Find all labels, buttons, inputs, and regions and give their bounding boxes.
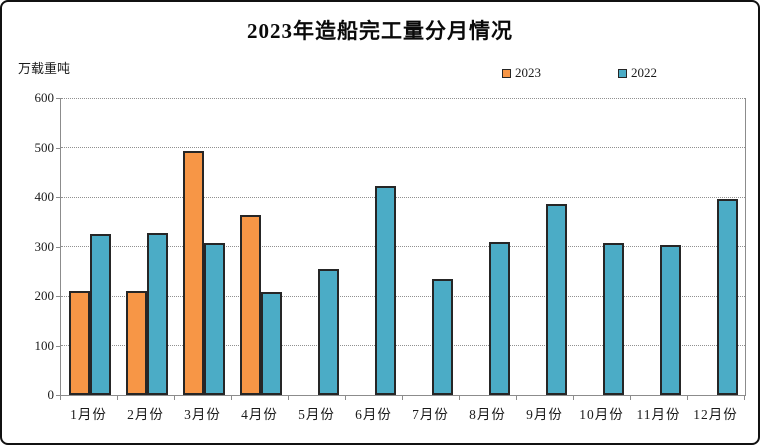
x-axis-label-7月份: 7月份 <box>412 407 449 422</box>
bar-2022-2月份 <box>146 232 168 395</box>
y-axis-unit-label: 万载重吨 <box>18 61 71 76</box>
x-axis-label-4月份: 4月份 <box>241 407 278 422</box>
y-axis-label-100: 100 <box>34 337 55 353</box>
gridline-300 <box>61 246 745 247</box>
x-axis-label-10月份: 10月份 <box>579 407 624 422</box>
legend-label-2022: 2022 <box>631 65 657 80</box>
legend-item-2023: 2023 <box>502 65 541 81</box>
legend-item-2022: 2022 <box>618 65 657 81</box>
y-axis-label-500: 500 <box>34 139 55 155</box>
x-axis-label-6月份: 6月份 <box>355 407 392 422</box>
x-axis-label-5月份: 5月份 <box>298 407 335 422</box>
legend-label-2023: 2023 <box>515 65 541 80</box>
bar-2023-3月份 <box>182 150 204 395</box>
x-axis-tick <box>516 396 517 400</box>
x-axis-label-3月份: 3月份 <box>184 407 221 422</box>
bar-2022-3月份 <box>203 242 225 395</box>
y-axis-tick <box>56 345 60 347</box>
x-axis-tick <box>288 396 289 400</box>
bar-2023-1月份 <box>68 291 90 395</box>
bar-2022-10月份 <box>602 242 624 395</box>
x-axis-label-9月份: 9月份 <box>526 407 563 422</box>
y-axis-label-600: 600 <box>34 90 55 105</box>
bar-2022-9月份 <box>545 203 567 395</box>
legend-swatch-2023 <box>502 68 511 78</box>
bar-2022-6月份 <box>374 186 396 395</box>
chart-title: 2023年造船完工量分月情况 <box>247 19 513 43</box>
y-axis-tick <box>56 395 60 396</box>
gridline-200 <box>61 295 745 297</box>
bar-2023-2月份 <box>125 291 147 395</box>
bar-2022-12月份 <box>716 198 738 395</box>
y-axis-tick <box>56 296 60 297</box>
bar-2022-8月份 <box>488 242 510 395</box>
x-axis-tick <box>402 396 403 400</box>
gridline-500 <box>61 147 745 148</box>
bar-2022-1月份 <box>89 234 111 395</box>
y-axis-label-400: 400 <box>34 189 55 204</box>
bar-2023-4月份 <box>239 215 261 395</box>
x-axis-tick <box>60 396 61 400</box>
bar-2022-5月份 <box>317 268 339 395</box>
y-axis-tick <box>56 246 60 248</box>
x-axis-tick <box>687 396 688 400</box>
bar-2022-11月份 <box>659 244 681 395</box>
y-axis-label-300: 300 <box>34 238 55 254</box>
y-axis-label-200: 200 <box>34 288 55 303</box>
x-axis-tick <box>744 396 745 400</box>
x-axis-tick <box>231 396 232 400</box>
gridline-600 <box>61 97 745 99</box>
y-axis-label-0: 0 <box>47 387 55 402</box>
x-axis-tick <box>174 396 175 400</box>
x-axis-label-1月份: 1月份 <box>70 407 107 422</box>
x-axis-label-12月份: 12月份 <box>693 407 738 422</box>
y-axis-tick <box>56 98 60 99</box>
legend-swatch-2022 <box>618 68 627 78</box>
x-axis-tick <box>630 396 631 400</box>
gridline-400 <box>61 196 745 198</box>
x-axis-label-2月份: 2月份 <box>127 407 164 422</box>
gridline-100 <box>61 345 745 346</box>
plot-area <box>60 97 746 396</box>
bar-2022-7月份 <box>431 279 453 395</box>
bar-2022-4月份 <box>260 292 282 395</box>
x-axis-tick <box>573 396 574 400</box>
x-axis-tick <box>345 396 346 400</box>
y-axis-tick <box>56 197 60 198</box>
x-axis-label-11月份: 11月份 <box>636 407 681 422</box>
y-axis-tick <box>56 147 60 149</box>
x-axis-tick <box>459 396 460 400</box>
x-axis-tick <box>117 396 118 400</box>
x-axis-label-8月份: 8月份 <box>469 407 506 422</box>
